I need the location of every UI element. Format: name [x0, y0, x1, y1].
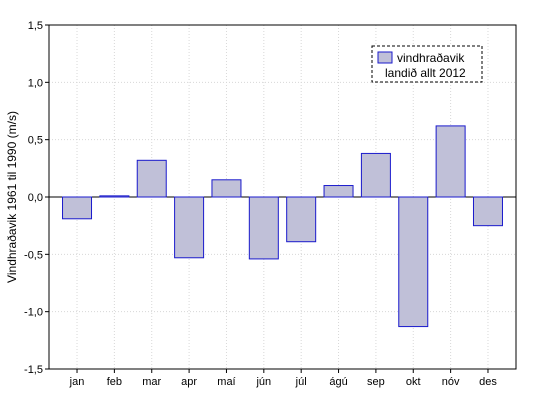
x-tick-label: okt	[406, 376, 421, 388]
y-tick-label: -1,0	[24, 307, 43, 319]
bar-feb	[99, 195, 130, 198]
bar-sep	[360, 152, 391, 198]
x-tick-label: apr	[181, 376, 197, 388]
bar-jún	[248, 196, 279, 260]
legend-label-line-1: vindhraðavik	[397, 51, 465, 65]
bar-mar	[136, 159, 167, 198]
y-tick-label: -0,5	[24, 249, 43, 261]
y-tick-label: 1,5	[28, 20, 43, 32]
y-tick-label: 0,5	[28, 135, 43, 147]
x-tick-label: ágú	[329, 376, 347, 388]
legend-label-line-2: landið allt 2012	[385, 66, 466, 80]
x-tick-layer: jan feb mar apr maí jún júl ágú sep okt nóv des	[69, 369, 497, 388]
y-tick-label: -1,5	[24, 364, 43, 376]
x-tick-label: mar	[142, 376, 161, 388]
x-tick-label: jan	[69, 376, 85, 388]
legend: vindhraðavik landið allt 2012	[371, 45, 483, 83]
bar-ágú	[323, 185, 354, 198]
bar-jan	[62, 196, 93, 220]
x-tick-label: nóv	[442, 376, 460, 388]
bar-maí	[211, 179, 242, 198]
y-tick-label: 1,0	[28, 77, 43, 89]
bars-layer	[62, 125, 503, 328]
x-tick-label: maí	[217, 376, 235, 388]
bar-júl	[286, 196, 317, 243]
legend-swatch	[377, 51, 393, 64]
x-tick-label: jún	[255, 376, 271, 388]
bar-okt	[398, 196, 429, 328]
x-tick-label: feb	[107, 376, 122, 388]
x-tick-label: júl	[295, 376, 307, 388]
y-axis-label: Vindhraðavik 1961 til 1990 (m/s)	[5, 111, 19, 283]
y-tick-label: 0,0	[28, 192, 43, 204]
x-tick-label: sep	[367, 376, 385, 388]
y-tick-layer: -1,5 -1,0 -0,5 0,0 0,5 1,0 1,5	[24, 20, 49, 376]
x-tick-label: des	[479, 376, 497, 388]
bar-des	[472, 196, 503, 227]
bar-nóv	[435, 125, 466, 198]
bar-apr	[174, 196, 205, 259]
